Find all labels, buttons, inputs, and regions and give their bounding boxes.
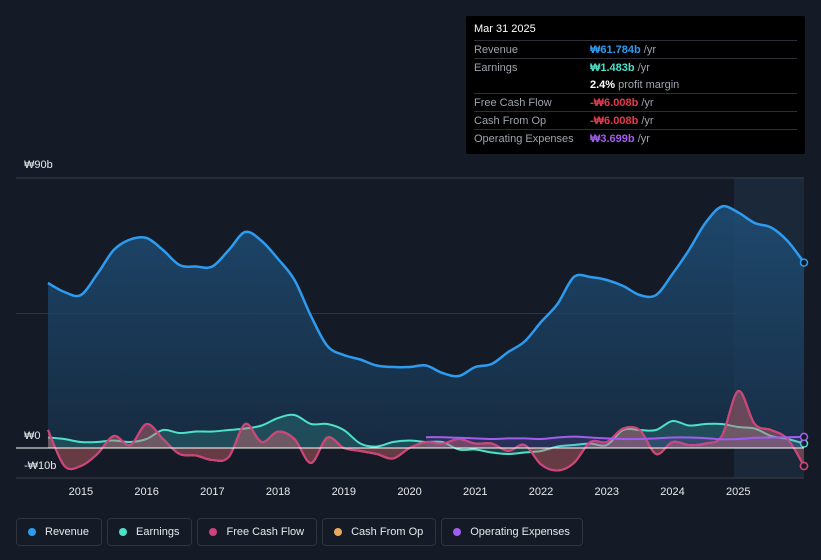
x-tick-label: 2015 (68, 486, 94, 498)
tooltip-row-label: Free Cash Flow (474, 96, 552, 109)
legend-label: Operating Expenses (470, 526, 570, 538)
operating-expenses-area (426, 436, 804, 448)
tooltip-row: Operating Expenses ₩3.699b /yr (474, 129, 797, 147)
legend-item-earnings[interactable]: Earnings (107, 518, 193, 546)
earnings-area (48, 414, 804, 454)
tooltip-row: Free Cash Flow -₩6.008b /yr (474, 93, 797, 111)
tooltip-date: Mar 31 2025 (474, 23, 536, 35)
y-tick-label-zero: ₩0 (24, 430, 41, 442)
tooltip-row: 2.4% profit margin (474, 76, 797, 93)
x-tick-label: 2022 (528, 486, 554, 498)
tooltip-row: Earnings ₩1.483b /yr (474, 58, 797, 76)
tooltip-row-value: ₩3.699b /yr (590, 132, 650, 145)
legend-dot-icon (453, 528, 462, 536)
tooltip-row-value: 2.4% profit margin (590, 78, 680, 91)
operating-expenses-line (425, 435, 805, 441)
tooltip-row-value: -₩6.008b /yr (590, 114, 654, 127)
tooltip-row: Revenue ₩61.784b /yr (474, 40, 797, 58)
tooltip-row-value: -₩6.008b /yr (590, 96, 654, 109)
legend-label: Free Cash Flow (226, 526, 305, 538)
revenue-area (48, 206, 804, 448)
x-tick-label: 2024 (660, 486, 685, 498)
data-tooltip: Mar 31 2025 Revenue ₩61.784b /yr Earnings ₩… (466, 16, 805, 154)
y-tick-label-bottom: -₩10b (24, 460, 57, 472)
tooltip-row-value: ₩1.483b /yr (590, 61, 650, 74)
legend-item-operating-expenses[interactable]: Operating Expenses (441, 518, 583, 546)
legend-item-free-cash-flow[interactable]: Free Cash Flow (197, 518, 318, 546)
legend-item-cash-from-op[interactable]: Cash From Op (322, 518, 437, 546)
legend-label: Cash From Op (351, 526, 424, 538)
legend-dot-icon (209, 528, 218, 536)
x-tick-label: 2017 (200, 486, 225, 498)
x-tick-label: 2019 (331, 486, 357, 498)
operating-expenses-endpoint (799, 432, 809, 442)
tooltip-row-label: Earnings (474, 61, 518, 74)
x-tick-label: 2018 (265, 486, 291, 498)
chart-legend: Revenue Earnings Free Cash Flow Cash From O… (16, 518, 583, 546)
legend-item-revenue[interactable]: Revenue (16, 518, 103, 546)
x-tick-label: 2025 (726, 486, 751, 498)
legend-label: Revenue (45, 526, 90, 538)
free-cash-flow-endpoint (799, 461, 809, 471)
free-cash-flow-line (47, 390, 805, 472)
legend-dot-icon (119, 528, 128, 536)
legend-dot-icon (334, 528, 343, 536)
revenue-line (47, 204, 806, 378)
y-tick-label-top: ₩90b (24, 159, 53, 171)
legend-dot-icon (28, 528, 36, 536)
tooltip-row-label: Cash From Op (474, 114, 547, 127)
x-tick-label: 2021 (463, 486, 488, 498)
tooltip-row-label: Revenue (474, 43, 519, 56)
x-tick-label: 2020 (397, 486, 422, 498)
legend-label: Earnings (136, 526, 180, 538)
x-tick-label: 2016 (134, 486, 159, 498)
tooltip-row-label: Operating Expenses (474, 132, 574, 145)
tooltip-row-value: ₩61.784b /yr (590, 43, 657, 56)
revenue-endpoint (799, 258, 809, 267)
x-tick-label: 2023 (594, 486, 620, 498)
tooltip-row: Cash From Op -₩6.008b /yr (474, 111, 797, 129)
